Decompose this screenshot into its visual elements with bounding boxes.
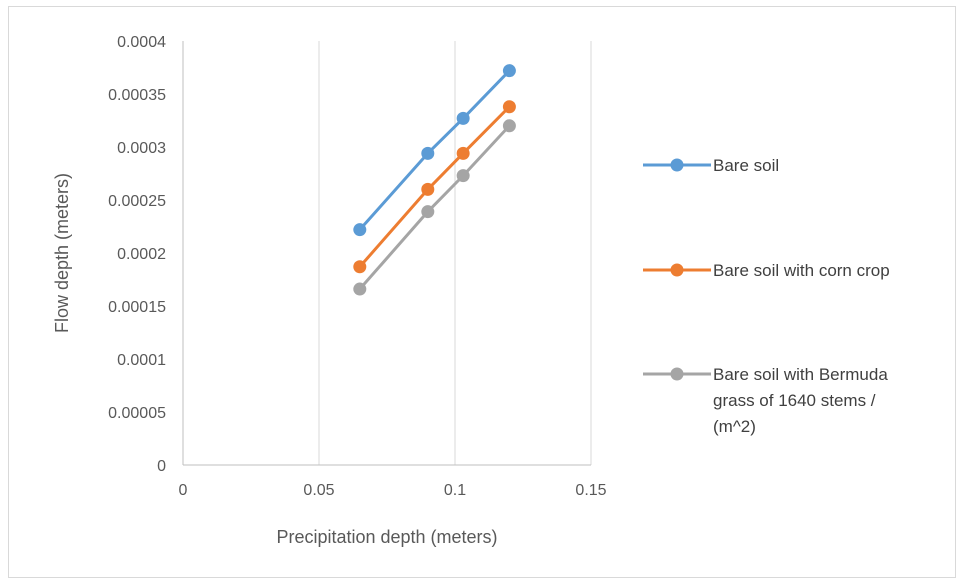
data-point: [502, 119, 516, 133]
data-point: [353, 260, 367, 274]
y-axis-title: Flow depth (meters): [52, 173, 72, 333]
legend-label: Bare soil with Bermuda: [713, 365, 888, 384]
data-point: [353, 223, 367, 237]
series-1: [353, 64, 516, 237]
legend-label: Bare soil with corn crop: [713, 261, 890, 280]
y-tick-label: 0.0004: [117, 34, 166, 51]
legend-item-3: Bare soil with Bermuda grass of 1640 stem…: [643, 365, 888, 436]
series-group: [353, 64, 516, 296]
y-tick-label: 0.00015: [108, 299, 166, 316]
legend-swatch-marker: [670, 367, 684, 381]
data-point: [421, 146, 435, 160]
series-line: [358, 124, 511, 291]
x-axis-ticks: 0 0.05 0.1 0.15: [179, 482, 607, 499]
axes: [182, 41, 591, 466]
data-point: [421, 205, 435, 219]
y-tick-label: 0.00025: [108, 193, 166, 210]
legend-label: grass of 1640 stems /: [713, 391, 876, 410]
x-tick-label: 0.1: [444, 482, 466, 499]
legend-item-2: Bare soil with corn crop: [643, 261, 890, 280]
gridlines: [318, 41, 592, 465]
x-tick-label: 0.15: [575, 482, 606, 499]
data-point: [456, 169, 470, 183]
legend-label: Bare soil: [713, 156, 779, 175]
data-point: [502, 64, 516, 78]
y-tick-label: 0: [157, 458, 166, 475]
x-axis-title: Precipitation depth (meters): [276, 527, 497, 547]
legend-label: (m^2): [713, 417, 756, 436]
legend-item-1: Bare soil: [643, 156, 779, 175]
chart-area: [8, 6, 956, 578]
series-line: [358, 105, 511, 268]
legend: Bare soil Bare soil with corn crop Bare so…: [643, 156, 890, 436]
x-tick-label: 0: [179, 482, 188, 499]
series-3: [353, 119, 516, 296]
y-tick-label: 0.0003: [117, 140, 166, 157]
y-axis-ticks: 0 0.00005 0.0001 0.00015 0.0002 0.00025 0.0003…: [108, 34, 166, 475]
y-tick-label: 0.00005: [108, 405, 166, 422]
y-tick-label: 0.0001: [117, 352, 166, 369]
y-tick-label: 0.0002: [117, 246, 166, 263]
series-line: [358, 69, 511, 231]
legend-swatch-marker: [670, 158, 684, 172]
data-point: [421, 182, 435, 196]
x-tick-label: 0.05: [303, 482, 334, 499]
y-tick-label: 0.00035: [108, 87, 166, 104]
data-point: [456, 111, 470, 125]
data-point: [502, 100, 516, 114]
data-point: [456, 146, 470, 160]
series-2: [353, 100, 516, 274]
data-point: [353, 282, 367, 296]
legend-swatch-marker: [670, 263, 684, 277]
